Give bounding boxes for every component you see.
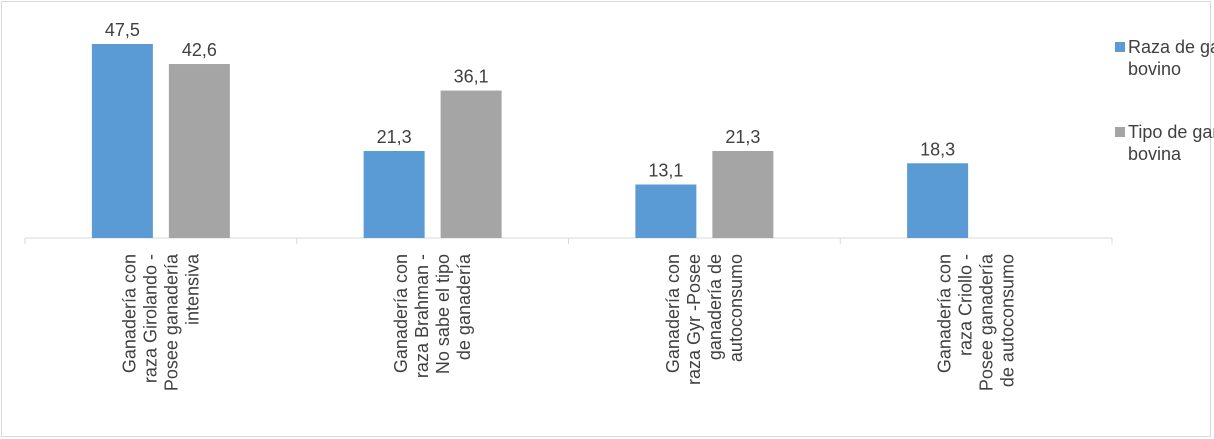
legend-label: bovino (1128, 59, 1181, 79)
x-tick-label-line: raza Criollo - (956, 254, 976, 356)
legend-swatch (1115, 42, 1125, 52)
data-label: 47,5 (105, 20, 140, 40)
data-label: 36,1 (454, 67, 489, 87)
x-tick-label-line: Posee ganadería (161, 253, 181, 391)
bar (440, 90, 502, 238)
data-label: 13,1 (648, 160, 683, 180)
data-label: 21,3 (725, 127, 760, 147)
bar (907, 163, 969, 238)
svg-text:Ganadería conraza Girolando -: Ganadería conraza Girolando -Posee ganad… (119, 253, 202, 391)
legend-label: bovina (1128, 144, 1182, 164)
data-label: 18,3 (920, 139, 955, 159)
bar (363, 151, 425, 238)
x-tick-label-line: Posee ganadería (977, 253, 997, 391)
legend-swatch (1115, 127, 1125, 137)
legend-label: Raza de ganado (1128, 37, 1214, 57)
x-tick-label-line: raza Brahman - (412, 254, 432, 378)
svg-text:Ganadería conraza Gyr -Poseega: Ganadería conraza Gyr -Poseeganadería de… (663, 254, 746, 385)
x-tick-label-line: intensiva (182, 253, 202, 325)
x-tick-label-line: raza Gyr -Posee (684, 254, 704, 385)
bar (635, 184, 697, 238)
svg-text:Ganadería conraza Criollo -Pos: Ganadería conraza Criollo -Posee ganader… (935, 253, 1018, 391)
x-tick-label-line: Ganadería con (663, 254, 683, 373)
x-tick-label: Ganadería conraza Criollo -Posee ganader… (935, 253, 1018, 391)
x-tick-label-line: No sabe el tipo (433, 254, 453, 374)
x-tick-label-line: raza Girolando - (140, 254, 160, 383)
x-tick-label: Ganadería conraza Brahman -No sabe el ti… (391, 253, 474, 378)
data-label: 42,6 (182, 40, 217, 60)
x-tick-label-line: de autoconsumo (998, 254, 1018, 387)
svg-text:Ganadería conraza Brahman -No: Ganadería conraza Brahman -No sabe el ti… (391, 253, 474, 378)
x-tick-label-line: de ganadería (454, 253, 474, 360)
x-tick-label: Ganadería conraza Girolando -Posee ganad… (119, 253, 202, 391)
x-tick-label-line: ganadería de (705, 254, 725, 360)
x-tick-label-line: Ganadería con (391, 254, 411, 373)
bar (168, 64, 230, 238)
bar (712, 151, 774, 238)
legend-label: Tipo de ganaderia (1128, 122, 1214, 142)
bar (91, 44, 153, 238)
x-tick-label-line: autoconsumo (726, 254, 746, 362)
x-tick-label-line: Ganadería con (935, 254, 955, 373)
x-tick-label-line: Ganadería con (119, 254, 139, 373)
data-label: 21,3 (377, 127, 412, 147)
x-tick-label: Ganadería conraza Gyr -Poseeganadería de… (663, 254, 746, 385)
